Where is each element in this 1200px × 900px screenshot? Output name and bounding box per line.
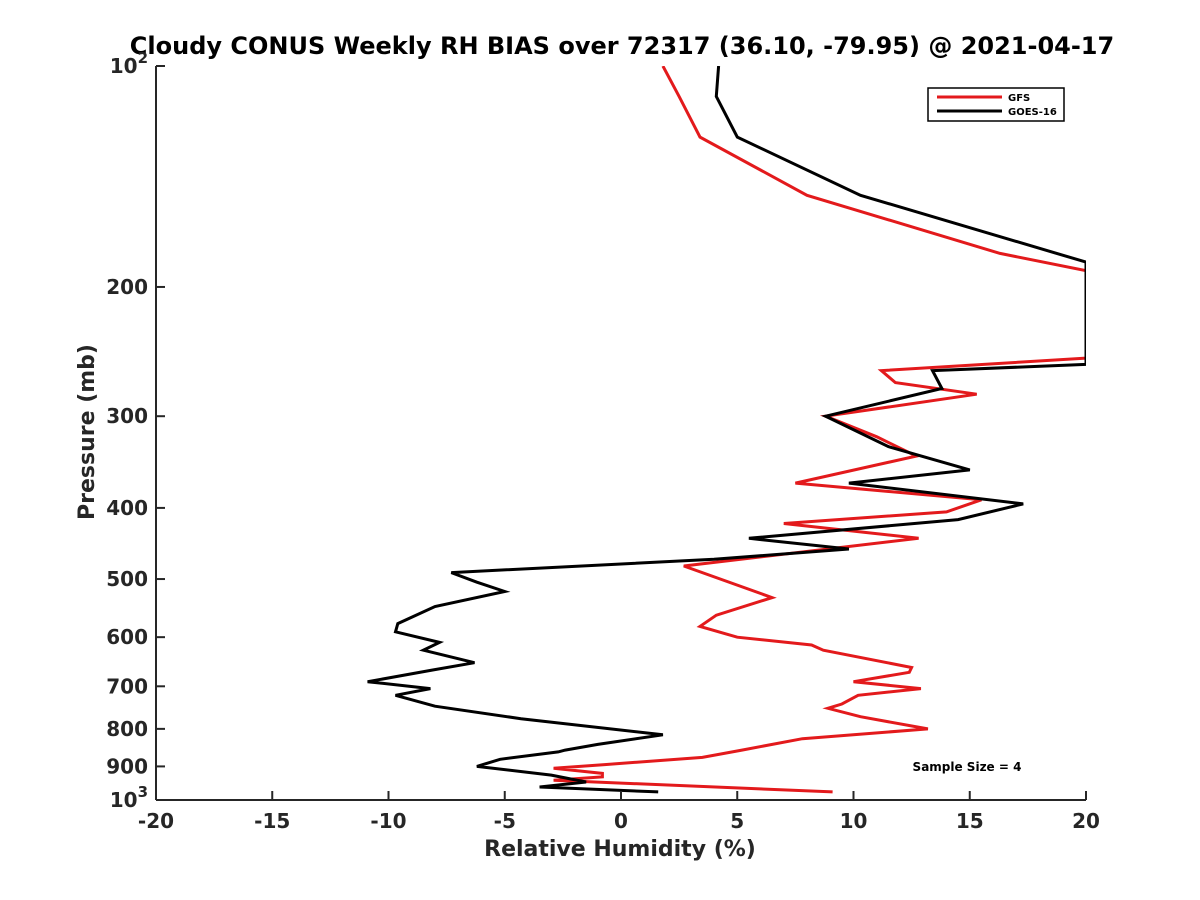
y-tick-label: 400 xyxy=(106,496,148,520)
y-axis-label: Pressure (mb) xyxy=(75,344,100,520)
y-tick-label: 600 xyxy=(106,625,148,649)
y-tick-label: 500 xyxy=(106,567,148,591)
y-tick-label: 800 xyxy=(106,717,148,741)
y-tick-label: 700 xyxy=(106,674,148,698)
x-tick-label: -5 xyxy=(494,809,516,833)
series-line-goes-16 xyxy=(367,66,1086,794)
axes-layer: -20 -15 -10 -5 0 5 10 15 20 102 200 300 400 500 600 700… xyxy=(106,49,1100,833)
y-tick-label: 103 xyxy=(110,783,148,812)
x-tick-label: 5 xyxy=(730,809,744,833)
y-tick-label: 200 xyxy=(106,275,148,299)
x-tick-label: 15 xyxy=(956,809,984,833)
series-layer xyxy=(367,66,1086,794)
legend: GFS GOES-16 xyxy=(927,87,1065,122)
x-tick-label: 20 xyxy=(1072,809,1100,833)
legend-label: GOES-16 xyxy=(1008,107,1057,118)
y-tick-label: 900 xyxy=(106,754,148,778)
x-tick-label: -15 xyxy=(254,809,290,833)
x-tick-label: 10 xyxy=(840,809,868,833)
sample-size-annotation: Sample Size = 4 xyxy=(913,760,1022,774)
legend-label: GFS xyxy=(1008,93,1030,104)
y-tick-label: 102 xyxy=(110,49,148,78)
legend-box xyxy=(927,87,1065,122)
x-tick-label: -20 xyxy=(138,809,174,833)
series-line-gfs xyxy=(553,66,1086,794)
x-tick-label: 0 xyxy=(614,809,628,833)
chart-title: Cloudy CONUS Weekly RH BIAS over 72317 (… xyxy=(130,32,1114,60)
y-tick-label: 300 xyxy=(106,404,148,428)
x-axis-label: Relative Humidity (%) xyxy=(484,837,756,862)
x-tick-label: -10 xyxy=(370,809,406,833)
